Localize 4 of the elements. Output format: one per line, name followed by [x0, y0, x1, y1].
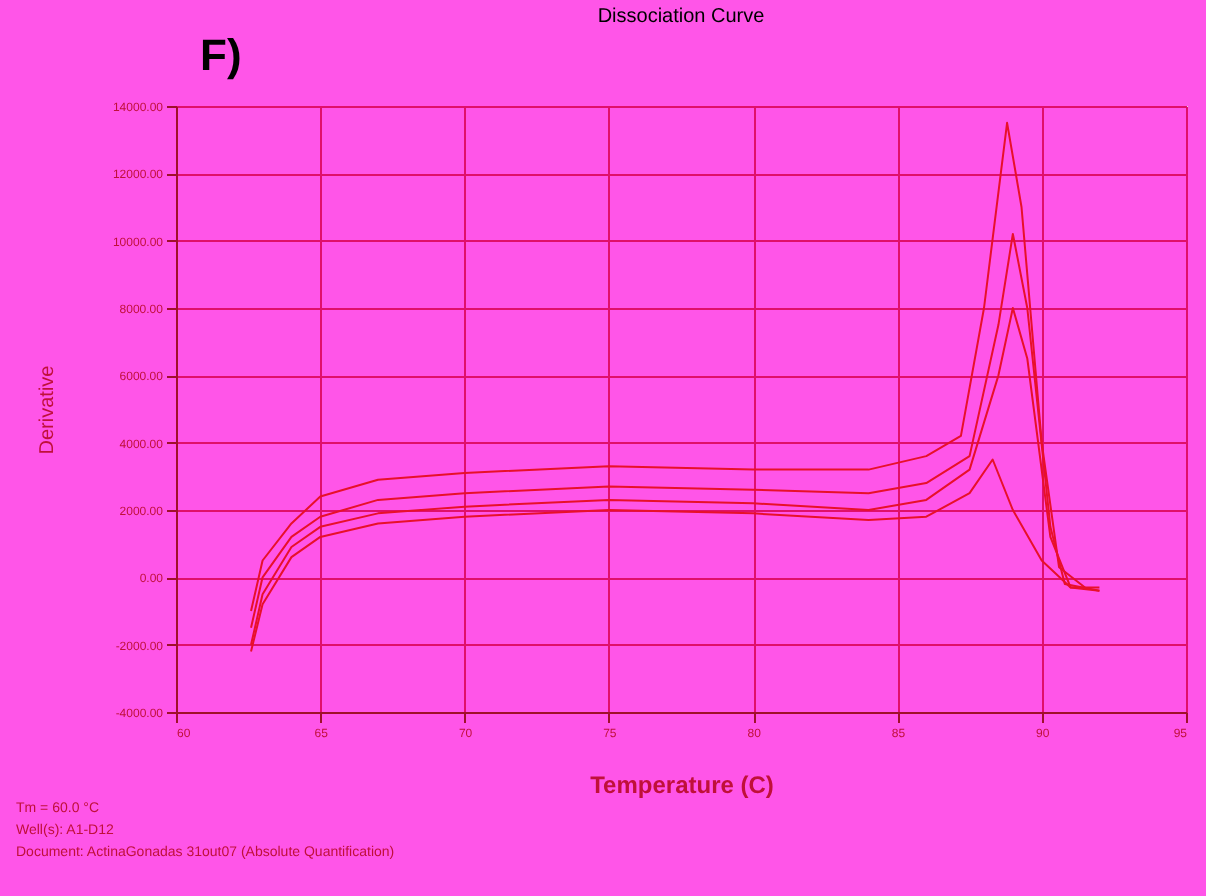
x-axis-title: Temperature (C)	[590, 771, 774, 799]
text: F)	[200, 30, 242, 80]
chart-title: Dissociation Curve	[597, 6, 766, 28]
y-axis-title: Derivative	[36, 364, 59, 455]
